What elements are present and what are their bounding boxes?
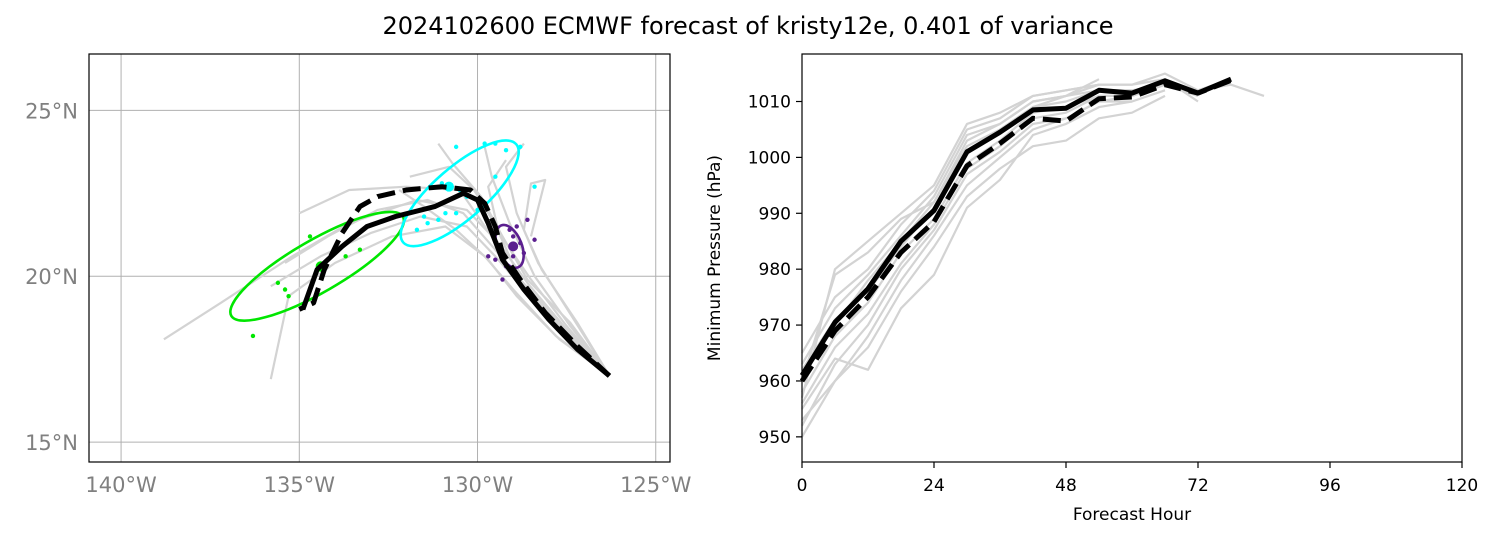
cluster-center xyxy=(508,241,519,252)
map-longitude-ticks: 140°W 135°W 130°W 125°W xyxy=(85,473,691,497)
y-tick-label: 1000 xyxy=(748,148,791,168)
y-tick-label: 980 xyxy=(759,260,791,280)
ensemble-pressure-line xyxy=(800,83,1100,398)
pressure-x-axis-label: Forecast Hour xyxy=(1073,505,1191,525)
cluster-point xyxy=(493,174,498,179)
cluster-point xyxy=(453,211,459,216)
cluster-point xyxy=(507,227,512,233)
mean-track-solid xyxy=(300,190,611,378)
ensemble-pressure-line xyxy=(801,100,1133,410)
cluster-point xyxy=(275,280,281,286)
figure-title: 2024102600 ECMWF forecast of kristy12e, … xyxy=(382,12,1114,40)
cluster-point xyxy=(414,227,420,233)
pressure-plot-background xyxy=(802,54,1462,462)
cluster-point xyxy=(518,240,523,246)
ensemble-pressure-lines xyxy=(800,72,1265,438)
cluster-point xyxy=(443,211,448,216)
mean-pressure-dashed xyxy=(799,77,1232,383)
x-tick-label: 120 xyxy=(1446,476,1478,496)
cluster-point xyxy=(503,147,509,153)
mean-tracks xyxy=(298,184,612,378)
map-lon-tick-label: 135°W xyxy=(264,473,336,497)
map-lat-tick-label: 25°N xyxy=(25,99,78,123)
ensemble-pressure-line xyxy=(800,89,1132,382)
cluster-point xyxy=(510,234,516,239)
ensemble-pressure-line xyxy=(801,78,1199,365)
cluster-point xyxy=(357,247,363,252)
cluster-point xyxy=(307,234,313,239)
ensemble-track xyxy=(398,189,611,377)
cluster-point xyxy=(425,220,430,226)
y-tick-label: 970 xyxy=(759,316,791,336)
cluster-point xyxy=(514,224,519,229)
cluster-point xyxy=(493,257,498,262)
map-lat-tick-label: 15°N xyxy=(25,431,78,455)
ensemble-track xyxy=(487,159,611,377)
pressure-x-ticks: 0 24 48 72 96 120 xyxy=(797,462,1478,496)
cluster-point xyxy=(436,217,441,223)
cluster-point xyxy=(500,277,505,282)
x-tick-label: 96 xyxy=(1319,476,1341,496)
cluster-point xyxy=(482,141,487,146)
cluster-point xyxy=(475,207,480,213)
pressure-y-axis-label: Minimum Pressure (hPa) xyxy=(705,155,725,361)
cluster-point xyxy=(518,144,523,150)
x-tick-label: 48 xyxy=(1055,476,1077,496)
cluster-ellipse xyxy=(399,139,520,248)
mean-pressure-lines xyxy=(799,76,1232,383)
map-frame xyxy=(88,53,671,463)
map-latitude-ticks: 15°N 20°N 25°N xyxy=(25,99,78,455)
pressure-panel: 0 24 48 72 96 120 950 960 970 980 990 1000 1010 For… xyxy=(705,53,1478,525)
cluster-point xyxy=(250,333,256,339)
y-tick-label: 1010 xyxy=(748,93,791,113)
y-tick-label: 990 xyxy=(759,204,791,224)
cluster-point xyxy=(282,287,288,292)
cluster-point xyxy=(532,184,537,189)
cluster-point xyxy=(343,254,348,259)
cluster-center xyxy=(444,181,455,192)
pressure-plot-frame xyxy=(801,53,1463,463)
cluster-point xyxy=(510,254,516,259)
cluster-point xyxy=(453,144,459,150)
y-tick-label: 960 xyxy=(759,372,791,392)
ensemble-track xyxy=(504,142,611,377)
pressure-y-ticks: 950 960 970 980 990 1000 1010 xyxy=(748,93,802,448)
x-tick-label: 0 xyxy=(797,476,808,496)
map-lon-tick-label: 125°W xyxy=(620,473,692,497)
cluster-point xyxy=(493,141,498,146)
map-lat-tick-label: 20°N xyxy=(25,265,78,289)
y-tick-label: 950 xyxy=(759,428,791,448)
cluster-point xyxy=(525,217,530,223)
x-tick-label: 72 xyxy=(1187,476,1209,496)
cluster-point xyxy=(486,254,491,259)
map-background xyxy=(89,54,670,462)
cluster-point xyxy=(532,237,537,242)
mean-pressure-solid xyxy=(799,76,1232,377)
track-map-panel: 140°W 135°W 130°W 125°W 15°N 20°N 25°N xyxy=(25,53,692,497)
x-tick-label: 24 xyxy=(923,476,945,496)
ensemble-track xyxy=(409,165,611,377)
cluster-point xyxy=(521,250,527,256)
ensemble-pressure-line xyxy=(801,94,1166,438)
map-lon-tick-label: 140°W xyxy=(85,473,157,497)
cluster-point xyxy=(286,293,291,299)
map-gridlines xyxy=(89,54,670,462)
map-lon-tick-label: 130°W xyxy=(442,473,514,497)
cluster-point xyxy=(421,214,427,219)
